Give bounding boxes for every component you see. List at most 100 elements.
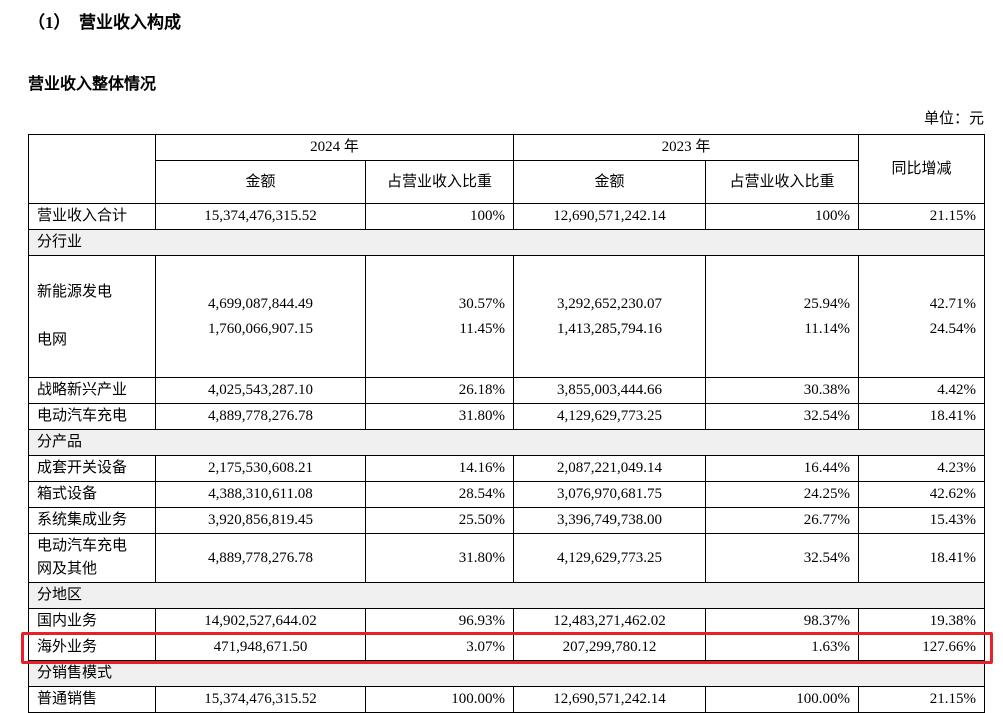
line-value: 11.14% bbox=[804, 320, 851, 337]
cell-yoy: 42.62% bbox=[858, 481, 986, 508]
cell-label: 普通销售 bbox=[28, 686, 156, 713]
cell-amount-2024: 4,388,310,611.08 bbox=[155, 481, 366, 508]
cell-label: 成套开关设备 bbox=[28, 455, 156, 482]
cell-yoy: 4.23% bbox=[858, 455, 986, 482]
header-ratio-2023: 占营业收入比重 bbox=[705, 160, 860, 204]
row-system-integration: 系统集成业务 3,920,856,819.45 25.50% 3,396,749… bbox=[28, 507, 986, 534]
cell-amount-2023: 207,299,780.12 bbox=[513, 634, 707, 661]
cell-yoy: 127.66% bbox=[858, 634, 986, 661]
cell-ratio-2023: 24.25% bbox=[705, 481, 860, 508]
cell-label: 海外业务 bbox=[28, 634, 156, 661]
cell-label: 电动汽车充电 网及其他 bbox=[28, 533, 156, 583]
header-amount-2023: 金额 bbox=[513, 160, 707, 204]
cell-ratio-2023: 32.54% bbox=[705, 403, 860, 430]
header-2023: 2023 年 bbox=[513, 134, 860, 161]
cell-ratio-2024: 100.00% bbox=[364, 686, 515, 713]
cell-amount-2023: 3,076,970,681.75 bbox=[513, 481, 707, 508]
cell-label: 电动汽车充电 bbox=[28, 403, 156, 430]
unit-label: 单位：元 bbox=[923, 111, 984, 127]
cell-ratio-2024: 25.50% bbox=[364, 507, 515, 534]
cell-amount-2024: 4,025,543,287.10 bbox=[155, 377, 366, 404]
line-value: 3,292,652,230.07 bbox=[557, 295, 663, 312]
cell-amount-2024: 14,902,527,644.02 bbox=[155, 608, 366, 635]
cell-label: 国内业务 bbox=[28, 608, 156, 635]
row-overseas: 海外业务 471,948,671.50 3.07% 207,299,780.12… bbox=[28, 634, 986, 661]
row-strategic-industry: 战略新兴产业 4,025,543,287.10 26.18% 3,855,003… bbox=[28, 377, 986, 404]
section-subtitle: 营业收入整体情况 bbox=[28, 76, 157, 93]
cell-ratio-2024: 3.07% bbox=[364, 634, 515, 661]
row-section-region: 分地区 bbox=[27, 582, 986, 609]
line-value: 1,760,066,907.15 bbox=[208, 320, 313, 337]
header-ratio-2024: 占营业收入比重 bbox=[364, 160, 515, 204]
row-ev-charging: 电动汽车充电 4,889,778,276.78 31.80% 4,129,629… bbox=[28, 403, 986, 430]
cell-amount-2024: 4,699,087,844.49 1,760,066,907.15 bbox=[155, 255, 366, 378]
cell-ratio-2024: 14.16% bbox=[364, 455, 515, 482]
row-box-equipment: 箱式设备 4,388,310,611.08 28.54% 3,076,970,6… bbox=[28, 481, 986, 508]
cell-amount-2023: 4,129,629,773.25 bbox=[513, 533, 707, 583]
line-value: 24.54% bbox=[929, 320, 977, 337]
cell-amount-2023: 12,690,571,242.14 bbox=[513, 203, 707, 230]
header-amount-2024: 金额 bbox=[155, 160, 366, 204]
row-section-product: 分产品 bbox=[27, 429, 986, 456]
row-section-industry: 分行业 bbox=[27, 229, 986, 256]
cell-yoy: 18.41% bbox=[858, 403, 986, 430]
cell-label: 战略新兴产业 bbox=[28, 377, 156, 404]
line-value: 25.94% bbox=[803, 295, 851, 312]
line-value: 11.45% bbox=[459, 320, 506, 337]
cell-ratio-2023: 26.77% bbox=[705, 507, 860, 534]
cell-amount-2023: 3,396,749,738.00 bbox=[513, 507, 707, 534]
cell-label: 营业收入合计 bbox=[28, 203, 156, 230]
cell-yoy: 15.43% bbox=[858, 507, 986, 534]
cell-ratio-2024: 31.80% bbox=[364, 533, 515, 583]
cell-ratio-2023: 32.54% bbox=[705, 533, 860, 583]
cell-ratio-2024: 28.54% bbox=[364, 481, 515, 508]
revenue-composition-table: 2024 年 2023 年 同比增减 金额 占营业收入比重 金额 占营业收入比重… bbox=[27, 134, 986, 713]
row-new-energy-and-grid: 新能源发电 电网 4,699,087,844.49 1,760,066,907.… bbox=[28, 255, 986, 378]
cell-ratio-2024: 96.93% bbox=[364, 608, 515, 635]
row-domestic: 国内业务 14,902,527,644.02 96.93% 12,483,271… bbox=[28, 608, 986, 635]
cell-yoy: 4.42% bbox=[858, 377, 986, 404]
section-label: 分产品 bbox=[27, 429, 986, 456]
cell-ratio-2023: 1.63% bbox=[705, 634, 860, 661]
row-ordinary-sales: 普通销售 15,374,476,315.52 100.00% 12,690,57… bbox=[28, 686, 986, 713]
cell-label: 新能源发电 电网 bbox=[28, 255, 156, 378]
section-label: 分地区 bbox=[27, 582, 986, 609]
cell-amount-2023: 12,690,571,242.14 bbox=[513, 686, 707, 713]
cell-ratio-2023: 100.00% bbox=[705, 686, 860, 713]
cell-ratio-2023: 16.44% bbox=[705, 455, 860, 482]
line-value: 42.71% bbox=[929, 295, 977, 312]
cell-ratio-2024: 30.57% 11.45% bbox=[364, 255, 515, 378]
line-new-energy-label: 新能源发电 bbox=[37, 284, 113, 300]
cell-amount-2023: 12,483,271,462.02 bbox=[513, 608, 707, 635]
section-label: 分销售模式 bbox=[27, 660, 986, 687]
cell-amount-2024: 471,948,671.50 bbox=[155, 634, 366, 661]
corner-header-cell bbox=[28, 134, 156, 204]
cell-label: 系统集成业务 bbox=[28, 507, 156, 534]
line-value: 30.57% bbox=[458, 295, 506, 312]
header-yoy: 同比增减 bbox=[858, 134, 986, 204]
cell-amount-2023: 3,855,003,444.66 bbox=[513, 377, 707, 404]
cell-ratio-2023: 25.94% 11.14% bbox=[705, 255, 860, 378]
section-label: 分行业 bbox=[27, 229, 986, 256]
cell-amount-2024: 15,374,476,315.52 bbox=[155, 686, 366, 713]
header-row-metrics: 金额 占营业收入比重 金额 占营业收入比重 bbox=[29, 160, 985, 204]
cell-amount-2024: 4,889,778,276.78 bbox=[155, 533, 366, 583]
cell-amount-2023: 4,129,629,773.25 bbox=[513, 403, 707, 430]
cell-ratio-2023: 30.38% bbox=[705, 377, 860, 404]
cell-label: 箱式设备 bbox=[28, 481, 156, 508]
header-2024: 2024 年 bbox=[154, 134, 515, 161]
cell-amount-2024: 2,175,530,608.21 bbox=[155, 455, 366, 482]
cell-amount-2024: 3,920,856,819.45 bbox=[155, 507, 366, 534]
cell-amount-2023: 2,087,221,049.14 bbox=[513, 455, 707, 482]
cell-amount-2024: 15,374,476,315.52 bbox=[155, 203, 366, 230]
row-ev-network-other: 电动汽车充电 网及其他 4,889,778,276.78 31.80% 4,12… bbox=[28, 533, 986, 583]
cell-yoy: 18.41% bbox=[858, 533, 986, 583]
header-row-years: 2024 年 2023 年 同比增减 bbox=[28, 134, 986, 204]
cell-yoy: 21.15% bbox=[858, 686, 986, 713]
cell-yoy: 42.71% 24.54% bbox=[858, 255, 986, 378]
cell-ratio-2024: 26.18% bbox=[364, 377, 515, 404]
line-grid-label: 电网 bbox=[37, 332, 68, 348]
page-title: （1） 营业收入构成 bbox=[28, 13, 181, 32]
cell-amount-2024: 4,889,778,276.78 bbox=[155, 403, 366, 430]
